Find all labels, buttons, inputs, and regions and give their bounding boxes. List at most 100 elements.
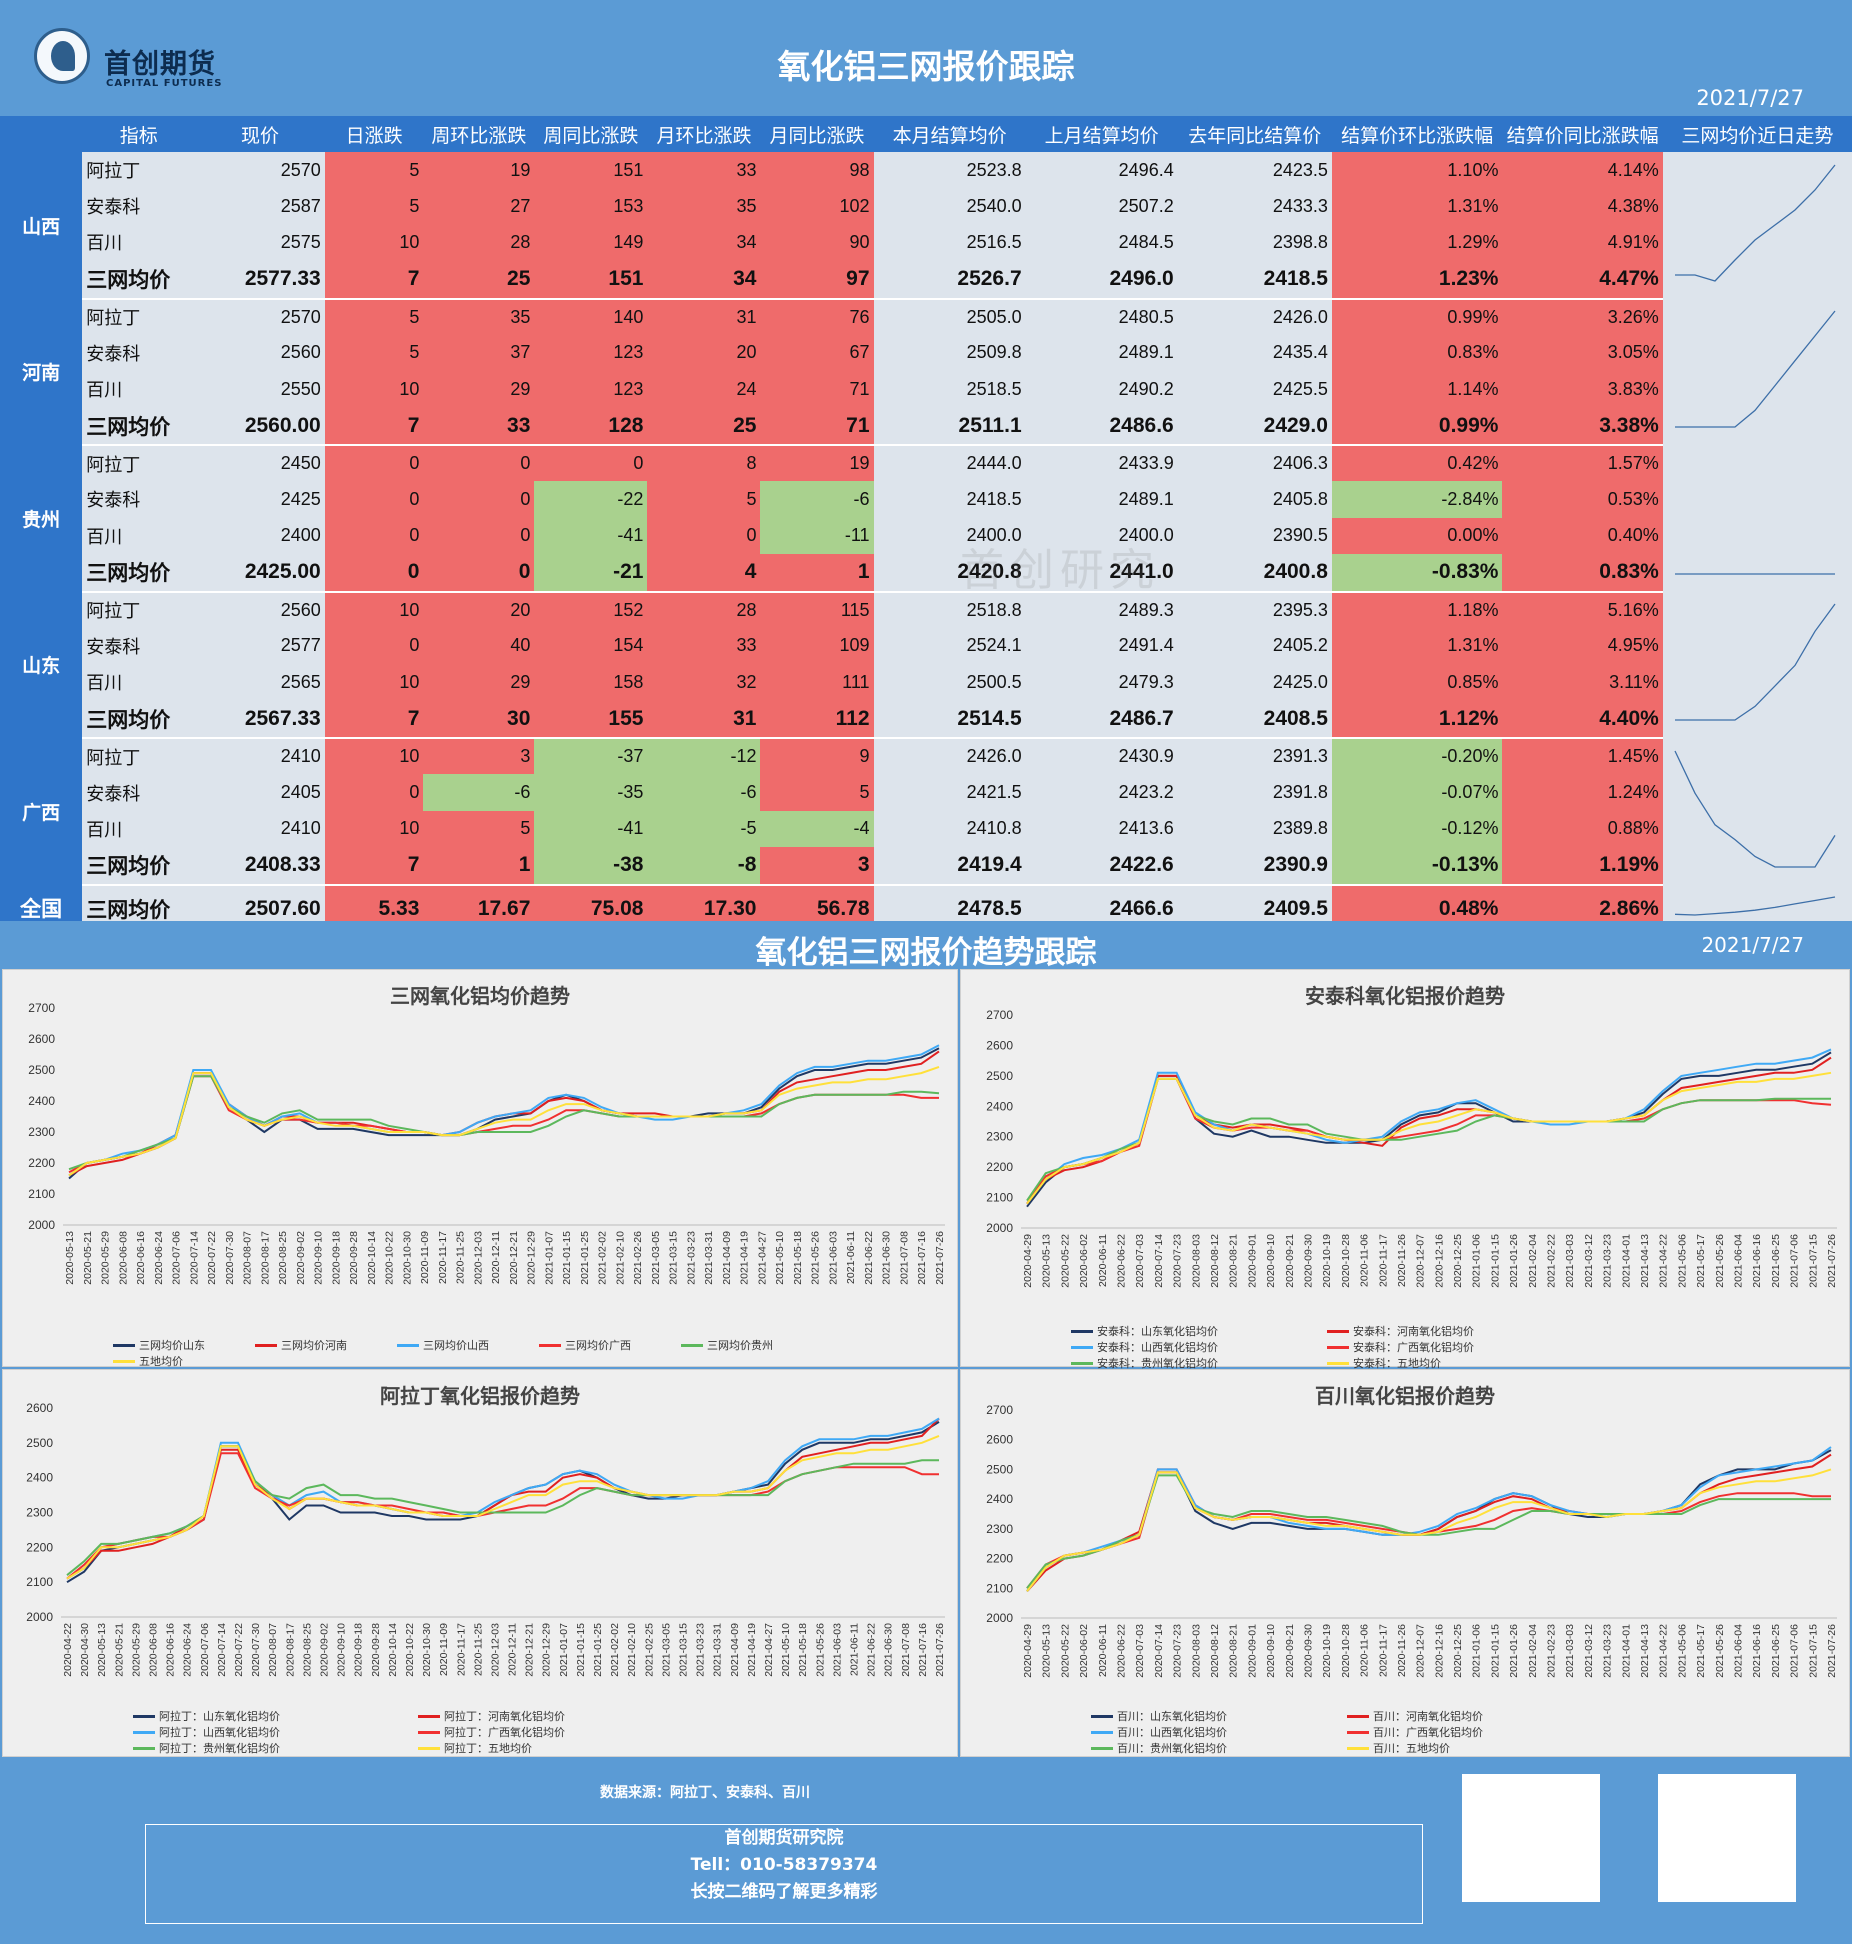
x-tick-label: 2020-11-25: [455, 1231, 467, 1284]
qr-code-icon[interactable]: [1462, 1774, 1600, 1902]
x-tick-label: 2021-06-03: [831, 1623, 843, 1677]
x-tick-label: 2021-04-19: [746, 1623, 758, 1677]
legend-label: 阿拉丁：广西氧化铝均价: [444, 1726, 565, 1739]
legend-item: 阿拉丁：山西氧化铝均价: [133, 1724, 408, 1740]
x-tick-label: 2021-02-10: [626, 1623, 638, 1677]
x-tick-label: 2021-07-16: [917, 1623, 929, 1677]
y-tick-label: 2500: [986, 1462, 1013, 1476]
legend-swatch: [397, 1343, 419, 1347]
cell-wy: 123: [534, 334, 648, 371]
cell-pm: 0.99%: [1331, 407, 1503, 447]
cell-cur: 2560: [195, 591, 325, 628]
legend-swatch: [681, 1343, 703, 1347]
cell-sm: 2514.5: [873, 700, 1026, 740]
x-tick-label: 2020-08-03: [1190, 1234, 1202, 1288]
cell-py: 4.38%: [1502, 188, 1663, 225]
legend-swatch: [418, 1746, 440, 1750]
source-name: 百川: [82, 664, 196, 701]
x-tick-label: 2021-07-08: [898, 1231, 910, 1285]
x-tick-label: 2020-11-26: [1396, 1624, 1408, 1677]
legend-item: 百川：山东氧化铝均价: [1091, 1708, 1337, 1724]
cell-d: 0: [324, 774, 424, 811]
series-line: [1026, 1051, 1832, 1208]
report-date: 2021/7/27: [1696, 86, 1804, 110]
y-tick-label: 2700: [986, 1008, 1013, 1022]
cell-my: 71: [760, 407, 874, 447]
chart-title: 百川氧化铝报价趋势: [1315, 1384, 1495, 1408]
cell-wy: -22: [534, 481, 648, 518]
cell-my: 97: [760, 260, 874, 300]
cell-m: 31: [647, 700, 761, 740]
cell-py: 3.26%: [1502, 298, 1663, 335]
legend-swatch: [1327, 1361, 1349, 1365]
x-tick-label: 2020-12-29: [526, 1231, 538, 1285]
source-name: 安泰科: [82, 334, 196, 371]
source-name: 安泰科: [82, 774, 196, 811]
cell-py: 3.83%: [1502, 370, 1663, 408]
cell-py: 5.16%: [1502, 591, 1663, 628]
x-tick-label: 2021-06-04: [1733, 1624, 1745, 1678]
x-tick-label: 2020-10-14: [387, 1623, 399, 1677]
legend-swatch: [255, 1343, 277, 1347]
source-name: 阿拉丁: [82, 738, 196, 775]
source-name: 百川: [82, 517, 196, 554]
cell-w: 0: [423, 553, 535, 593]
table-row: 安泰科 2560 5 37 123 20 67 2509.8 2489.1 2435.4 0.83%…: [0, 334, 1852, 371]
trend-cell: [1662, 445, 1852, 592]
x-tick-label: 2020-08-21: [1228, 1624, 1240, 1678]
x-tick-label: 2020-07-14: [216, 1623, 228, 1677]
cell-pm: 0.85%: [1331, 664, 1503, 701]
table-row: 百川 2575 10 28 149 34 90 2516.5 2484.5 2398.8 1.29%…: [0, 224, 1852, 261]
x-tick-label: 2021-03-05: [650, 1231, 662, 1285]
cell-sm: 2421.5: [873, 774, 1026, 811]
cell-w: 20: [423, 591, 535, 628]
x-tick-label: 2020-11-17: [455, 1623, 467, 1676]
source-name: 三网均价: [82, 700, 196, 740]
x-tick-label: 2020-04-30: [79, 1623, 91, 1677]
cell-lm: 2480.5: [1025, 298, 1178, 335]
cell-m: -6: [647, 774, 761, 811]
cell-lm: 2491.4: [1025, 627, 1178, 665]
x-tick-label: 2020-09-01: [1246, 1234, 1258, 1288]
cell-m: 20: [647, 334, 761, 371]
series-line: [1026, 1077, 1832, 1205]
table-row: 百川 2550 10 29 123 24 71 2518.5 2490.2 2425.5 1.14%…: [0, 370, 1852, 408]
y-tick-label: 2300: [26, 1506, 53, 1520]
x-tick-label: 2020-11-25: [472, 1623, 484, 1676]
x-tick-label: 2021-02-04: [1527, 1624, 1539, 1678]
cell-w: 37: [423, 334, 535, 371]
table-row: 山东 阿拉丁 2560 10 20 152 28 115 2518.8 2489.3 2395.3 1…: [0, 591, 1852, 739]
x-tick-label: 2020-09-01: [1246, 1624, 1258, 1678]
cell-sm: 2516.5: [873, 224, 1026, 261]
chart-panel-three-network-average: 三网氧化铝均价趋势 2000 2100 2200 2300 2400 2500 2600 270…: [2, 969, 958, 1368]
cell-ly: 2390.5: [1177, 517, 1332, 554]
cell-ly: 2398.8: [1177, 224, 1332, 261]
source-name: 百川: [82, 224, 196, 261]
cell-my: 1: [760, 553, 874, 593]
legend-swatch: [133, 1714, 155, 1718]
cell-cur: 2450: [195, 445, 325, 482]
column-header: 本月结算均价: [873, 116, 1026, 152]
cell-pm: -0.12%: [1331, 810, 1503, 847]
chart-title: 三网氧化铝均价趋势: [390, 984, 570, 1008]
cell-py: 3.38%: [1502, 407, 1663, 447]
legend-swatch: [1071, 1361, 1093, 1365]
cell-w: 28: [423, 224, 535, 261]
series-line: [1026, 1446, 1832, 1592]
x-tick-label: 2020-09-28: [370, 1623, 382, 1677]
x-tick-label: 2021-06-25: [1770, 1624, 1782, 1678]
x-tick-label: 2021-01-15: [1489, 1234, 1501, 1288]
table-row: 安泰科 2587 5 27 153 35 102 2540.0 2507.2 2433.3 1.31…: [0, 188, 1852, 225]
x-tick-label: 2020-06-02: [1078, 1624, 1090, 1678]
x-tick-label: 2020-09-30: [1302, 1234, 1314, 1288]
x-tick-label: 2020-04-29: [1022, 1234, 1034, 1288]
sparkline-path: [1674, 164, 1836, 282]
cell-py: 0.83%: [1502, 553, 1663, 593]
source-name: 安泰科: [82, 481, 196, 518]
source-name: 百川: [82, 370, 196, 408]
qr-code-icon[interactable]: [1658, 1774, 1796, 1902]
x-tick-label: 2020-08-07: [242, 1231, 254, 1285]
legend-label: 五地均价: [139, 1355, 183, 1368]
x-tick-label: 2020-08-25: [301, 1623, 313, 1677]
cell-lm: 2433.9: [1025, 445, 1178, 482]
